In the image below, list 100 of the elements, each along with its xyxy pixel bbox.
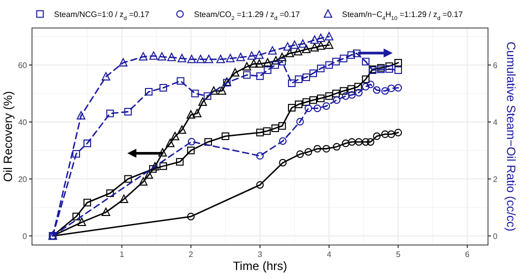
point	[230, 68, 240, 77]
point	[243, 71, 251, 79]
point	[342, 140, 350, 148]
point	[178, 54, 186, 62]
point	[322, 144, 330, 153]
point	[278, 58, 286, 66]
point	[381, 87, 389, 95]
point	[302, 98, 310, 106]
point	[83, 198, 92, 206]
point	[366, 80, 374, 88]
point	[342, 92, 350, 100]
y-tick-label: 40	[18, 118, 28, 127]
x-tick-label: 3	[258, 250, 263, 259]
point	[355, 138, 363, 146]
y2-axis-title: Cumulative Steam−Oil Ratio (cc/cc)	[504, 42, 518, 232]
point	[124, 108, 132, 116]
point	[144, 170, 154, 179]
point	[394, 66, 402, 74]
y-tick-label: 0	[22, 232, 28, 241]
point	[138, 52, 148, 61]
point	[387, 130, 396, 138]
point	[314, 104, 322, 112]
point	[255, 59, 264, 68]
point	[102, 208, 110, 216]
point	[263, 58, 272, 67]
point	[247, 51, 256, 60]
point	[76, 111, 86, 120]
point	[191, 90, 199, 98]
point	[296, 150, 304, 158]
point	[271, 124, 279, 132]
x-tick-label: 1	[120, 250, 125, 259]
point	[332, 96, 340, 104]
point	[304, 148, 312, 156]
point	[394, 84, 402, 92]
point	[322, 102, 330, 110]
point	[332, 90, 340, 98]
legend-label: Steam/CO$_{2}$ =1:1.29 / z$_{d}$ =0.17	[194, 10, 300, 22]
point	[272, 56, 280, 65]
point	[355, 88, 363, 96]
point	[372, 132, 381, 140]
point	[317, 94, 325, 102]
point	[236, 52, 245, 62]
y2-tick-label: 0	[493, 232, 498, 241]
point	[352, 50, 361, 58]
point	[72, 150, 80, 158]
point	[249, 59, 258, 68]
x-axis-title: Time (hrs)	[232, 259, 288, 273]
point	[288, 104, 296, 112]
point	[347, 85, 355, 93]
point	[192, 108, 202, 118]
point	[118, 58, 128, 67]
point	[372, 86, 381, 94]
point	[296, 118, 304, 126]
point	[332, 142, 340, 151]
point	[106, 110, 114, 118]
point	[381, 130, 389, 138]
point	[77, 218, 86, 226]
legend-label: Steam/NCG=1:0 / z$_{d}$ =0.17	[54, 10, 150, 22]
y2-tick-label: 4	[493, 118, 498, 127]
point	[294, 47, 302, 56]
point	[340, 54, 348, 62]
point	[102, 72, 110, 80]
point	[317, 64, 325, 72]
point	[170, 132, 180, 140]
x-tick-label: 6	[465, 250, 470, 259]
point	[198, 97, 207, 106]
point	[187, 146, 195, 154]
point	[314, 144, 322, 153]
point	[106, 189, 114, 197]
point	[316, 34, 326, 42]
point	[325, 92, 333, 100]
point	[216, 54, 225, 64]
point	[316, 41, 326, 50]
point	[362, 75, 370, 84]
legend-label: Steam/n−C$_{4}$H$_{10}$ =1:1.29 / z$_{d}$ =0.17	[342, 10, 464, 22]
point	[394, 128, 402, 136]
point	[362, 82, 370, 90]
point	[144, 88, 153, 96]
point	[256, 72, 264, 80]
point	[209, 86, 218, 95]
point	[186, 110, 196, 119]
point	[294, 100, 302, 108]
point	[362, 58, 370, 66]
y-tick-label: 20	[18, 174, 28, 184]
point	[387, 84, 396, 92]
point	[298, 39, 308, 48]
y-axis-title: Oil Recovery (%)	[1, 91, 15, 182]
point	[263, 127, 271, 135]
point	[325, 61, 333, 69]
point	[310, 35, 319, 44]
point	[278, 122, 286, 130]
point	[264, 66, 272, 74]
point	[204, 138, 212, 146]
point	[138, 177, 148, 186]
point	[304, 104, 312, 112]
point	[204, 54, 214, 64]
x-tick-label: 5	[396, 250, 401, 259]
point	[72, 212, 80, 220]
point	[124, 175, 132, 183]
point	[362, 138, 370, 146]
